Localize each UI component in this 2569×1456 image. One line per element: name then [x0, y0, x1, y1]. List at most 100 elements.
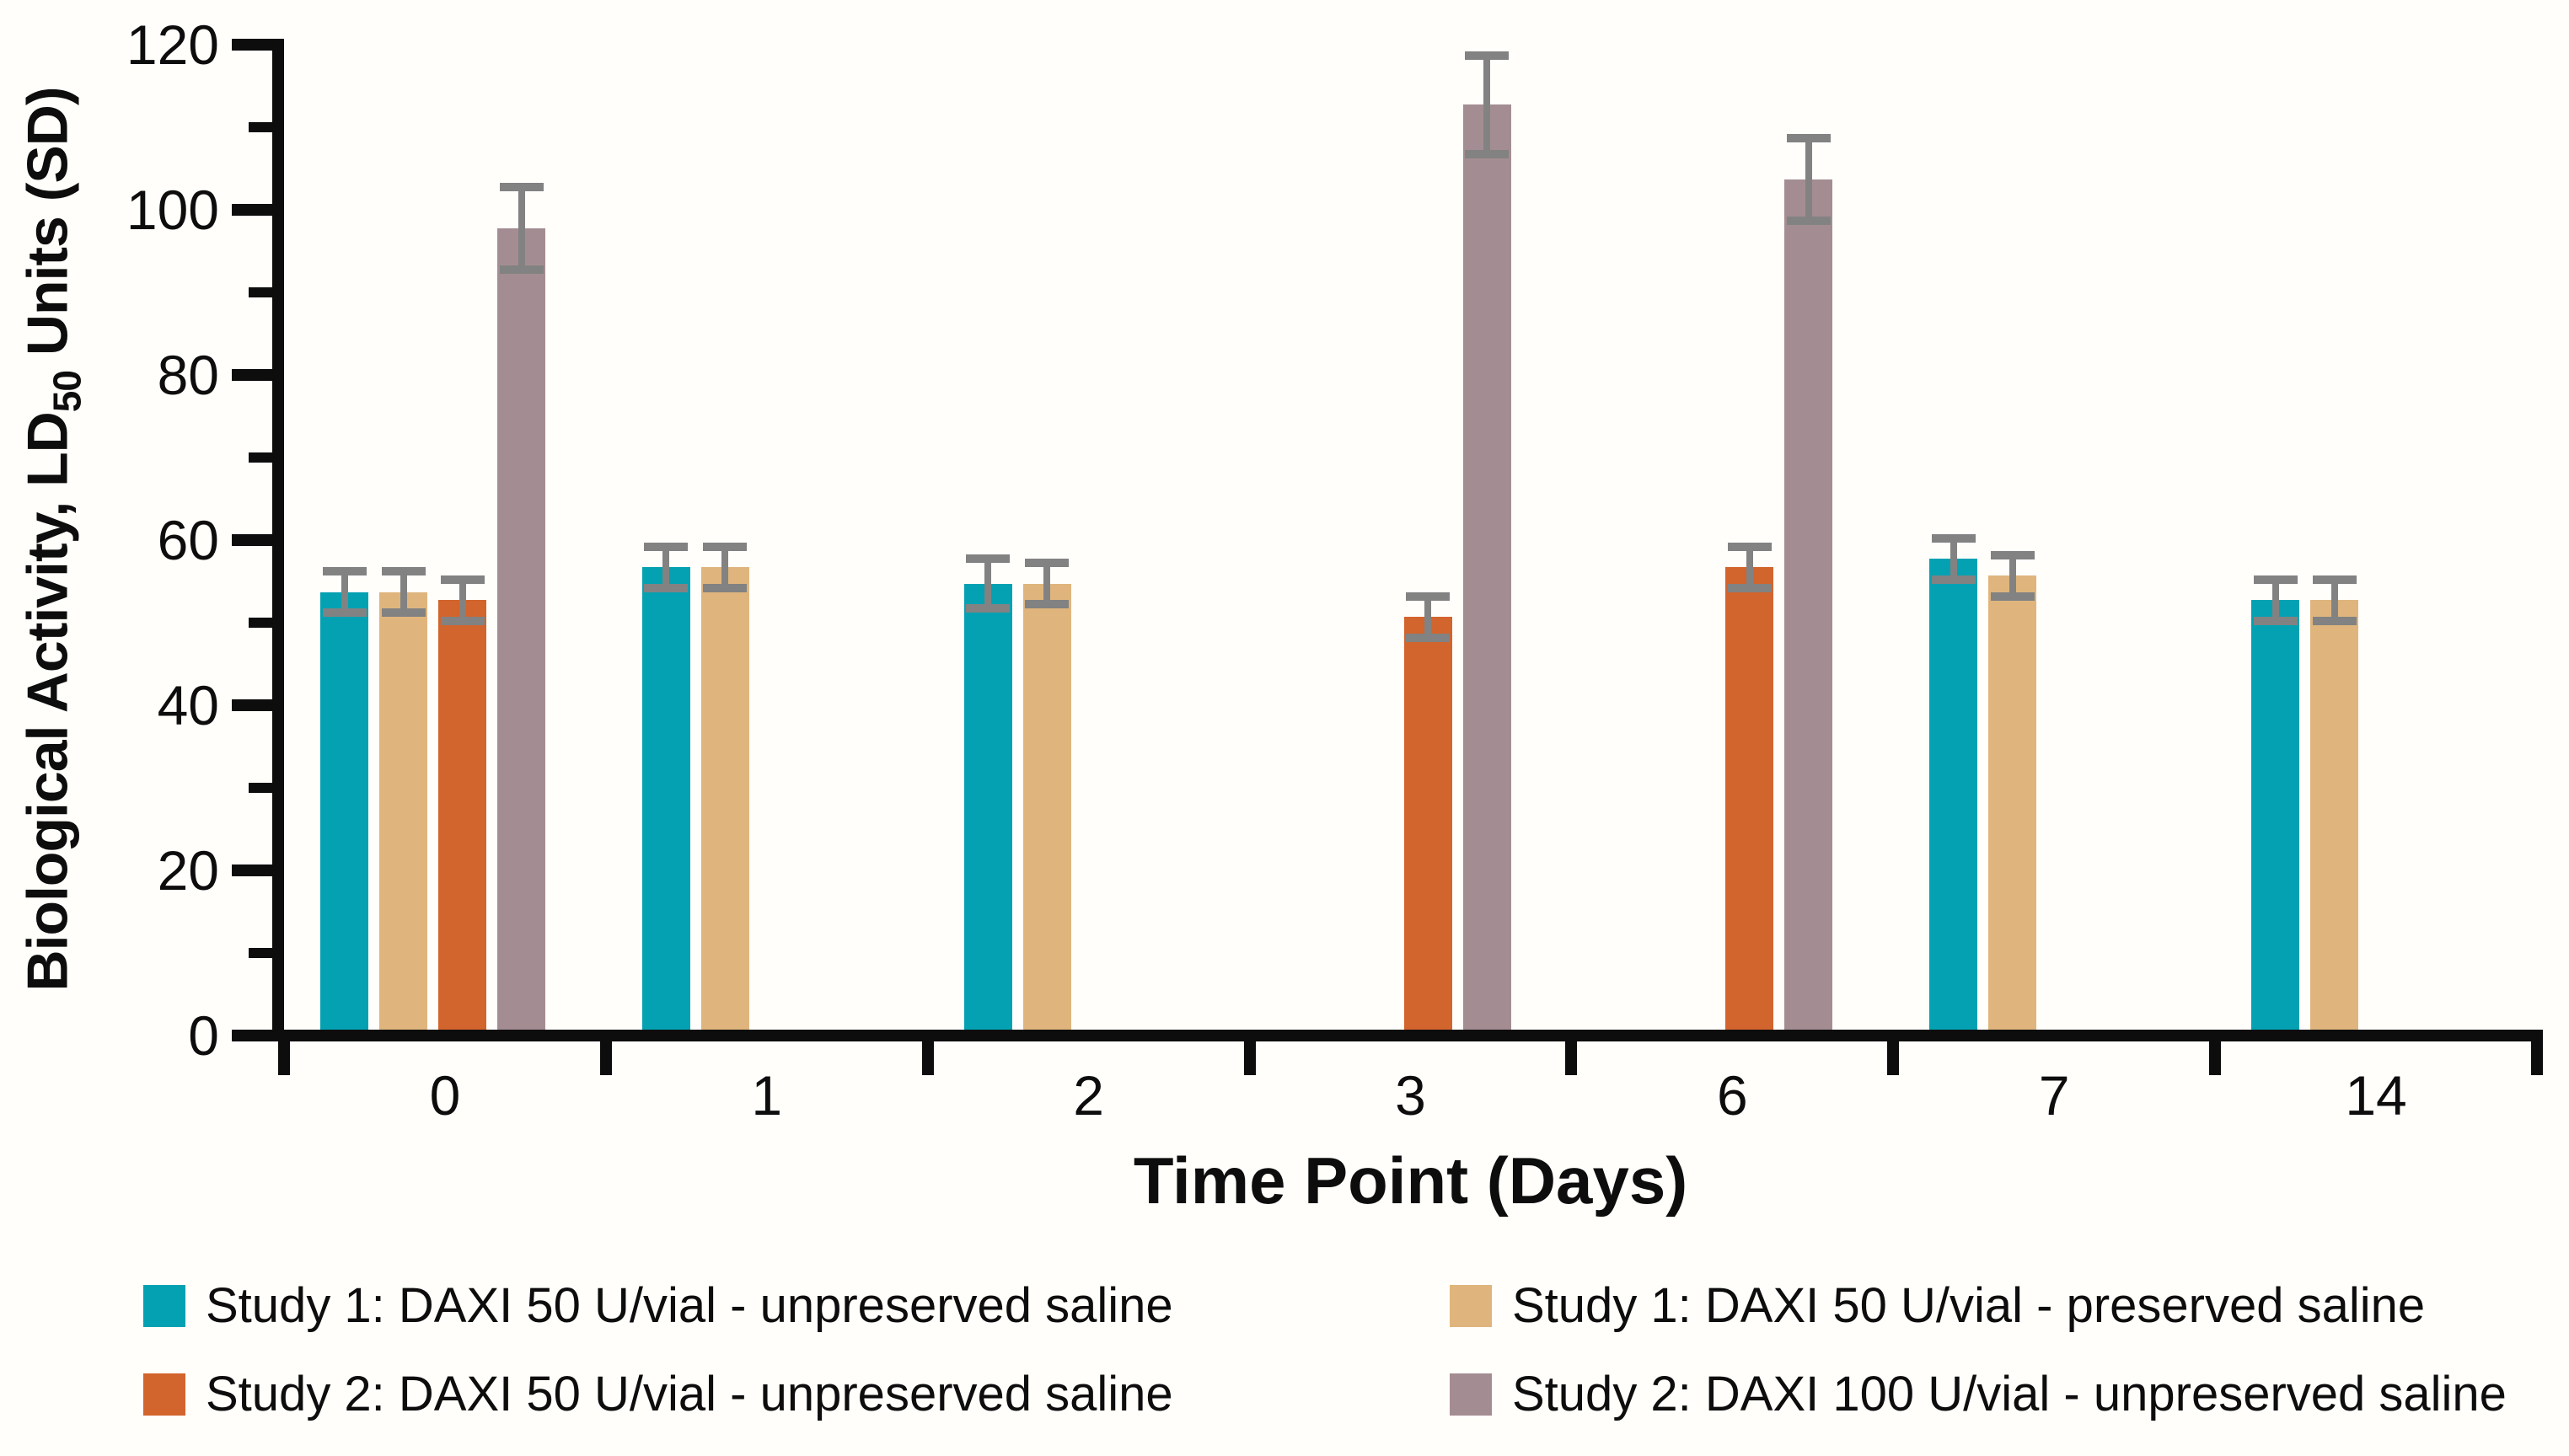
error-bar-cap-top	[1406, 592, 1451, 601]
bar	[1929, 559, 1978, 1030]
bar	[641, 567, 690, 1030]
legend-label: Study 1: DAXI 50 U/vial - preserved sali…	[1512, 1278, 2426, 1333]
error-bar-cap-bottom	[1025, 600, 1070, 609]
bar	[320, 592, 368, 1030]
error-bar-line	[518, 187, 525, 270]
legend-swatch-teal	[143, 1285, 185, 1327]
error-bar-cap-top	[1931, 533, 1976, 543]
error-bar-cap-top	[2312, 575, 2357, 584]
error-bar-cap-top	[703, 542, 748, 551]
y-major-tick	[232, 699, 272, 711]
error-bar-cap-bottom	[966, 604, 1011, 613]
error-bar-cap-top	[1727, 542, 1772, 551]
y-axis-line	[272, 39, 284, 1041]
legend-label: Study 1: DAXI 50 U/vial - unpreserved sa…	[206, 1278, 1173, 1333]
x-tick	[921, 1041, 934, 1075]
error-bar-cap-bottom	[1931, 575, 1976, 584]
x-tick	[1887, 1041, 1900, 1075]
y-major-tick	[232, 369, 272, 381]
error-bar-cap-top	[322, 567, 367, 576]
error-bar-cap-bottom	[1406, 633, 1451, 642]
error-bar-cap-top	[381, 567, 426, 576]
y-tick-label: 100	[126, 179, 219, 241]
y-major-tick	[232, 39, 272, 51]
error-bar-line	[459, 579, 466, 621]
bar	[438, 600, 486, 1030]
error-bar-cap-top	[2253, 575, 2298, 584]
x-axis-line	[272, 1030, 2543, 1041]
y-tick-label: 120	[126, 13, 219, 76]
bar	[963, 583, 1012, 1030]
legend-label: Study 2: DAXI 100 U/vial - unpreserved s…	[1512, 1367, 2507, 1421]
error-bar-cap-top	[499, 183, 544, 192]
error-bar-line	[984, 559, 992, 609]
y-tick-label: 20	[157, 839, 219, 902]
error-bar-line	[1483, 55, 1491, 155]
error-bar-cap-bottom	[1465, 150, 1510, 159]
legend-label: Study 2: DAXI 50 U/vial - unpreserved sa…	[206, 1367, 1173, 1421]
error-bar-cap-top	[644, 542, 689, 551]
error-bar-line	[2330, 579, 2338, 621]
y-minor-tick	[249, 948, 272, 958]
legend-item-study1-preserved: Study 1: DAXI 50 U/vial - preserved sali…	[1450, 1276, 2425, 1336]
error-bar-cap-bottom	[381, 608, 426, 618]
y-tick-label: 60	[157, 509, 219, 571]
legend-item-study2-50u: Study 2: DAXI 50 U/vial - unpreserved sa…	[143, 1364, 1173, 1425]
bar	[1403, 617, 1452, 1030]
y-minor-tick	[249, 618, 272, 628]
x-tick	[278, 1041, 290, 1075]
legend-item-study1-unpreserved: Study 1: DAXI 50 U/vial - unpreserved sa…	[143, 1276, 1173, 1336]
x-tick-label: 7	[2038, 1064, 2070, 1127]
error-bar-cap-bottom	[440, 616, 485, 625]
error-bar-cap-top	[966, 554, 1011, 564]
bar	[497, 228, 545, 1030]
error-bar-cap-bottom	[1990, 592, 2035, 601]
error-bar-cap-top	[1786, 133, 1831, 142]
x-tick	[1243, 1041, 1256, 1075]
error-bar-cap-bottom	[1727, 583, 1772, 592]
error-bar-line	[2271, 579, 2279, 621]
y-tick-label: 40	[157, 674, 219, 736]
y-tick-label: 0	[188, 1004, 219, 1067]
error-bar-line	[2009, 554, 2016, 597]
x-axis-title: Time Point (Days)	[1133, 1143, 1688, 1218]
error-bar-cap-bottom	[322, 608, 367, 618]
x-tick-label: 6	[1716, 1064, 1748, 1127]
y-minor-tick	[249, 452, 272, 463]
y-major-tick	[232, 534, 272, 546]
bar	[1988, 575, 2037, 1030]
legend-swatch-tan	[1450, 1285, 1492, 1327]
bar	[1462, 104, 1511, 1030]
y-tick-label: 80	[157, 344, 219, 406]
bar	[2310, 600, 2359, 1030]
legend-swatch-mauve	[1450, 1373, 1492, 1416]
error-bar-line	[1424, 596, 1432, 638]
y-minor-tick	[249, 122, 272, 132]
error-bar-line	[662, 546, 670, 588]
x-tick-label: 0	[429, 1064, 461, 1127]
bar	[1022, 583, 1071, 1030]
bar	[379, 592, 427, 1030]
error-bar-cap-top	[1025, 559, 1070, 568]
error-bar-line	[1746, 546, 1753, 588]
error-bar-cap-bottom	[2253, 616, 2298, 625]
bar	[1784, 179, 1833, 1030]
y-minor-tick	[249, 783, 272, 793]
legend-swatch-orange	[143, 1373, 185, 1416]
x-tick	[2531, 1041, 2543, 1075]
error-bar-cap-top	[440, 575, 485, 584]
y-minor-tick	[249, 287, 272, 297]
bar	[700, 567, 749, 1030]
x-tick	[599, 1041, 612, 1075]
x-tick	[2209, 1041, 2222, 1075]
error-bar-cap-bottom	[644, 583, 689, 592]
error-bar-cap-bottom	[499, 265, 544, 275]
y-major-tick	[232, 1030, 272, 1041]
y-major-tick	[232, 204, 272, 216]
error-bar-line	[400, 571, 407, 613]
error-bar-cap-top	[1990, 550, 2035, 559]
x-tick-label: 14	[2345, 1064, 2407, 1127]
legend-item-study2-100u: Study 2: DAXI 100 U/vial - unpreserved s…	[1450, 1364, 2507, 1425]
error-bar-cap-top	[1465, 51, 1510, 60]
